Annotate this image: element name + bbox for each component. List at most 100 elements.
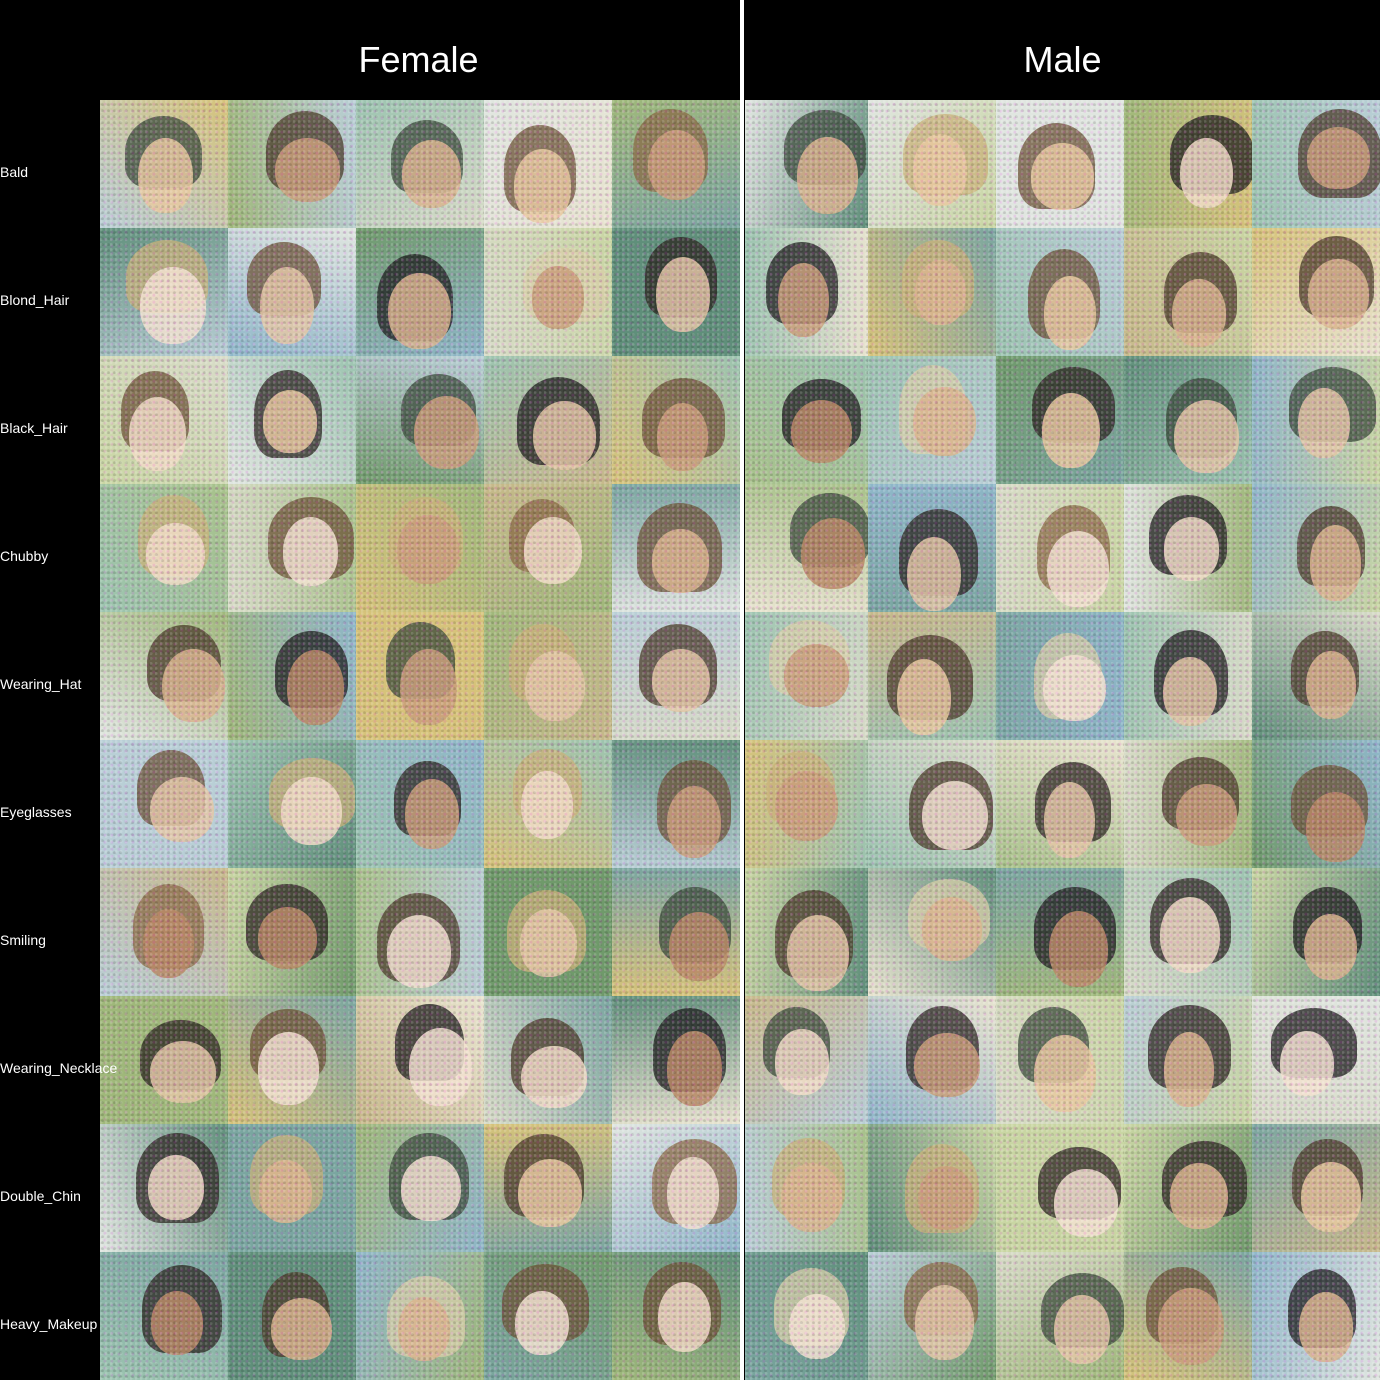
male-sample-image xyxy=(996,996,1124,1124)
noise-overlay xyxy=(1252,868,1380,996)
face-shape xyxy=(402,140,461,208)
male-sample-image xyxy=(1124,740,1252,868)
face-shape xyxy=(149,777,214,843)
male-sample-image xyxy=(1124,356,1252,484)
female-sample-image xyxy=(612,484,740,612)
noise-overlay xyxy=(745,228,868,356)
face-shape xyxy=(409,1028,472,1106)
male-sample-image xyxy=(1252,100,1380,228)
noise-overlay xyxy=(484,228,612,356)
female-sample-image xyxy=(228,996,356,1124)
face-shape xyxy=(518,1159,583,1228)
female-sample-image xyxy=(612,356,740,484)
noise-overlay xyxy=(1124,740,1252,868)
noise-overlay xyxy=(996,1124,1124,1252)
noise-overlay xyxy=(100,1124,228,1252)
male-sample-image xyxy=(1252,356,1380,484)
noise-overlay xyxy=(1252,740,1380,868)
face-shape xyxy=(907,536,961,611)
noise-overlay xyxy=(100,612,228,740)
face-shape xyxy=(162,649,225,723)
noise-overlay xyxy=(100,356,228,484)
row-label-wearing-necklace: Wearing_Necklace xyxy=(0,1060,118,1076)
noise-overlay xyxy=(612,1124,740,1252)
face-shape xyxy=(399,648,457,725)
face-shape xyxy=(655,257,711,332)
male-sample-image xyxy=(745,1252,868,1380)
face-shape xyxy=(790,399,852,464)
noise-overlay xyxy=(484,1124,612,1252)
noise-overlay xyxy=(612,484,740,612)
noise-overlay xyxy=(996,228,1124,356)
noise-overlay xyxy=(100,228,228,356)
male-sample-image xyxy=(868,996,996,1124)
female-sample-image xyxy=(612,612,740,740)
row-label-eyeglasses: Eyeglasses xyxy=(0,804,72,820)
noise-overlay xyxy=(484,356,612,484)
female-sample-image xyxy=(356,740,484,868)
noise-overlay xyxy=(228,996,356,1124)
male-sample-image xyxy=(996,868,1124,996)
male-sample-image xyxy=(1252,740,1380,868)
face-shape xyxy=(783,643,850,708)
face-shape xyxy=(515,1290,569,1356)
face-shape xyxy=(257,1032,320,1106)
male-sample-image xyxy=(996,740,1124,868)
face-shape xyxy=(532,401,597,471)
male-sample-image xyxy=(996,356,1124,484)
face-shape xyxy=(1179,137,1233,208)
noise-overlay xyxy=(996,1252,1124,1380)
noise-overlay xyxy=(484,100,612,228)
face-shape xyxy=(774,770,839,842)
female-sample-image xyxy=(228,100,356,228)
male-sample-image xyxy=(868,228,996,356)
male-sample-image xyxy=(745,228,868,356)
noise-overlay xyxy=(868,356,996,484)
noise-overlay xyxy=(356,356,484,484)
noise-overlay xyxy=(100,868,228,996)
female-sample-image xyxy=(612,228,740,356)
noise-overlay xyxy=(484,868,612,996)
noise-overlay xyxy=(1124,612,1252,740)
noise-overlay xyxy=(100,100,228,228)
column-title-female: Female xyxy=(358,39,479,80)
face-shape xyxy=(780,1162,843,1232)
noise-overlay xyxy=(996,996,1124,1124)
male-sample-image xyxy=(1252,1124,1380,1252)
face-shape xyxy=(789,1293,846,1359)
row-label-smiling: Smiling xyxy=(0,932,46,948)
face-shape xyxy=(128,396,186,471)
noise-overlay xyxy=(745,1124,868,1252)
male-sample-image xyxy=(1124,1124,1252,1252)
face-shape xyxy=(151,1291,204,1355)
noise-overlay xyxy=(100,1252,228,1380)
noise-overlay xyxy=(228,868,356,996)
female-sample-image xyxy=(484,484,612,612)
noise-overlay xyxy=(1124,996,1252,1124)
face-shape xyxy=(521,1045,587,1108)
face-shape xyxy=(666,785,721,858)
face-shape xyxy=(523,517,583,584)
male-sample-image xyxy=(745,740,868,868)
noise-overlay xyxy=(228,484,356,612)
face-shape xyxy=(281,776,342,845)
noise-overlay xyxy=(745,1252,868,1380)
row-label-wearing-hat: Wearing_Hat xyxy=(0,676,82,692)
face-shape xyxy=(149,1040,216,1103)
female-sample-image xyxy=(228,356,356,484)
noise-overlay xyxy=(745,996,868,1124)
face-shape xyxy=(259,1159,313,1223)
face-shape xyxy=(1298,1292,1354,1362)
female-sample-image xyxy=(612,100,740,228)
noise-overlay xyxy=(612,100,740,228)
face-shape xyxy=(1160,896,1220,973)
male-sample-image xyxy=(745,612,868,740)
male-sample-image xyxy=(1124,1252,1252,1380)
face-shape xyxy=(1300,1162,1362,1233)
face-shape xyxy=(1305,651,1357,719)
row-label-chubby: Chubby xyxy=(0,548,49,564)
face-shape xyxy=(532,266,584,329)
face-shape xyxy=(386,915,452,989)
noise-overlay xyxy=(356,1252,484,1380)
face-shape xyxy=(657,1281,711,1352)
